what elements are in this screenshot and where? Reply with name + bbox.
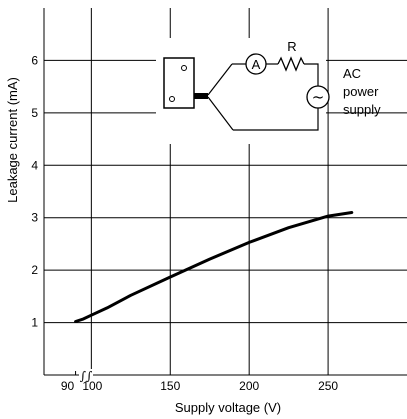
x-tick-label: 100: [82, 379, 102, 393]
x-tick-labels: 90 100 150 200 250: [61, 379, 339, 393]
series-line: [74, 211, 354, 323]
resistor-label: R: [287, 39, 296, 54]
y-tick-label: 3: [31, 211, 38, 225]
wire-upper: [207, 63, 233, 96]
y-tick-label: 6: [31, 53, 38, 67]
y-tick-label: 4: [31, 158, 38, 172]
lead-connector: [194, 93, 208, 99]
y-tick-labels: 1 2 3 4 5 6: [31, 53, 38, 329]
device-under-test: [163, 57, 195, 109]
axis-break-mask: [79, 369, 93, 379]
wire-lower: [207, 96, 234, 131]
wire-source-return: [233, 108, 319, 131]
x-tick-label: 250: [318, 379, 338, 393]
y-tick-label: 1: [31, 316, 38, 330]
x-tick-label: 150: [160, 379, 180, 393]
y-tick-label: 2: [31, 263, 38, 277]
y-axis-title: Leakage current (mA): [5, 77, 20, 203]
ammeter-symbol: A: [252, 57, 261, 72]
device-terminal-top: [181, 65, 187, 71]
ac-supply-label-line-2: power: [343, 84, 379, 99]
wire-resistor-source: [304, 63, 319, 86]
test-circuit-diagram: A R ~ AC power supply: [156, 38, 382, 144]
x-axis-title: Supply voltage (V): [175, 400, 281, 415]
x-tick-label: 200: [239, 379, 259, 393]
ac-supply-label: AC power supply: [343, 66, 382, 117]
ac-supply-label-line-3: supply: [343, 102, 381, 117]
axis-break-symbol: ∫∫: [80, 369, 93, 383]
ac-supply-label-line-1: AC: [343, 66, 361, 81]
y-tick-label: 5: [31, 106, 38, 120]
x-tick-label: 90: [61, 379, 75, 393]
ac-source-symbol: ~: [312, 88, 325, 106]
device-terminal-bottom: [169, 96, 175, 102]
resistor-icon: [277, 56, 305, 72]
